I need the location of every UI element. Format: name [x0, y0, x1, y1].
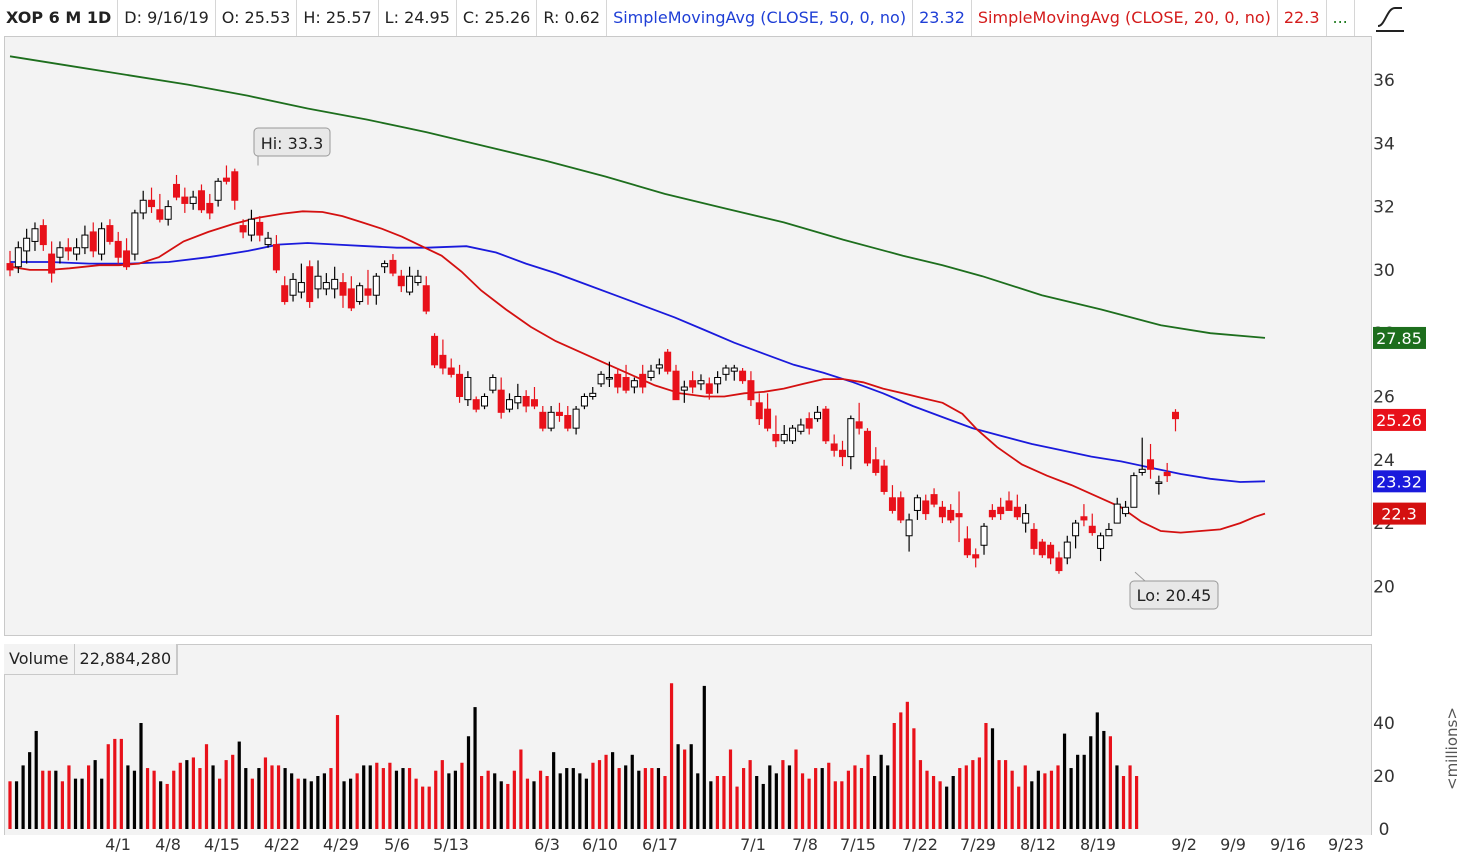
x-axis-tick: 7/15 [840, 835, 876, 854]
sma50-name[interactable]: SimpleMovingAvg (CLOSE, 50, 0, no) [607, 0, 914, 36]
x-axis-tick: 9/9 [1220, 835, 1246, 854]
price-axis-tick: 34 [1373, 134, 1395, 154]
price-panel[interactable] [4, 36, 1372, 636]
x-axis-tick: 4/15 [204, 835, 240, 854]
volume-value: 22,884,280 [75, 644, 178, 674]
x-axis-tick: 7/22 [902, 835, 938, 854]
x-axis-tick: 9/16 [1270, 835, 1306, 854]
last-value-label: 25.26 [1376, 411, 1422, 430]
volume-axis-tick: 20 [1373, 767, 1395, 787]
last-value-label: 27.85 [1376, 329, 1422, 348]
price-axis-tick: 22 [1373, 514, 1395, 534]
price-axis-tick: 20 [1373, 577, 1395, 597]
last-value-label: 22.3 [1381, 505, 1417, 524]
volume-axis-tick: 40 [1373, 714, 1395, 734]
sma20-value: 22.3 [1278, 0, 1327, 36]
x-axis-tick: 6/3 [534, 835, 560, 854]
volume-header: Volume 22,884,280 [4, 644, 179, 675]
price-axis-tick: 36 [1373, 71, 1395, 91]
price-axis-tick: 24 [1373, 451, 1395, 471]
volume-title: Volume [4, 644, 75, 674]
last-value-badge [1373, 408, 1426, 431]
x-axis-tick: 8/12 [1020, 835, 1056, 854]
last-value-label: 23.32 [1376, 472, 1422, 491]
more-studies-button[interactable]: ... [1327, 0, 1355, 36]
x-axis-tick: 7/1 [740, 835, 766, 854]
price-axis-tick: 30 [1373, 261, 1395, 281]
x-axis-tick: 9/2 [1171, 835, 1197, 854]
date-label: D: 9/16/19 [118, 0, 216, 36]
drawing-tool-icon[interactable] [1373, 2, 1407, 34]
volume-panel[interactable] [4, 644, 1372, 835]
x-axis-tick: 4/1 [105, 835, 131, 854]
x-axis-tick: 9/23 [1328, 835, 1364, 854]
x-axis-tick: 4/8 [155, 835, 181, 854]
last-value-badge [1373, 502, 1426, 525]
close-label: C: 25.26 [457, 0, 538, 36]
price-axis-tick: 26 [1373, 388, 1395, 408]
x-axis-tick: 7/29 [960, 835, 996, 854]
sma50-value: 23.32 [913, 0, 972, 36]
low-label: L: 24.95 [379, 0, 457, 36]
open-label: O: 25.53 [216, 0, 298, 36]
high-label: H: 25.57 [297, 0, 379, 36]
x-axis-tick: 6/17 [642, 835, 678, 854]
x-axis-tick: 5/13 [433, 835, 469, 854]
x-axis-tick: 5/6 [384, 835, 410, 854]
volume-units-label: <millions> [1443, 707, 1461, 790]
x-axis-tick: 4/29 [323, 835, 359, 854]
x-axis-tick: 4/22 [264, 835, 300, 854]
last-value-badge [1373, 470, 1426, 493]
sma20-name[interactable]: SimpleMovingAvg (CLOSE, 20, 0, no) [972, 0, 1278, 36]
price-axis-tick: 28 [1373, 324, 1395, 344]
study-header: XOP 6 M 1D D: 9/16/19 O: 25.53 H: 25.57 … [0, 0, 1370, 36]
x-axis-tick: 8/19 [1080, 835, 1116, 854]
x-axis-tick: 6/10 [582, 835, 618, 854]
symbol-label[interactable]: XOP 6 M 1D [0, 0, 119, 36]
last-value-badge [1373, 326, 1426, 349]
volume-axis-tick: 0 [1379, 820, 1390, 840]
price-axis-tick: 32 [1373, 198, 1395, 218]
range-label: R: 0.62 [537, 0, 608, 36]
x-axis-tick: 7/8 [792, 835, 818, 854]
